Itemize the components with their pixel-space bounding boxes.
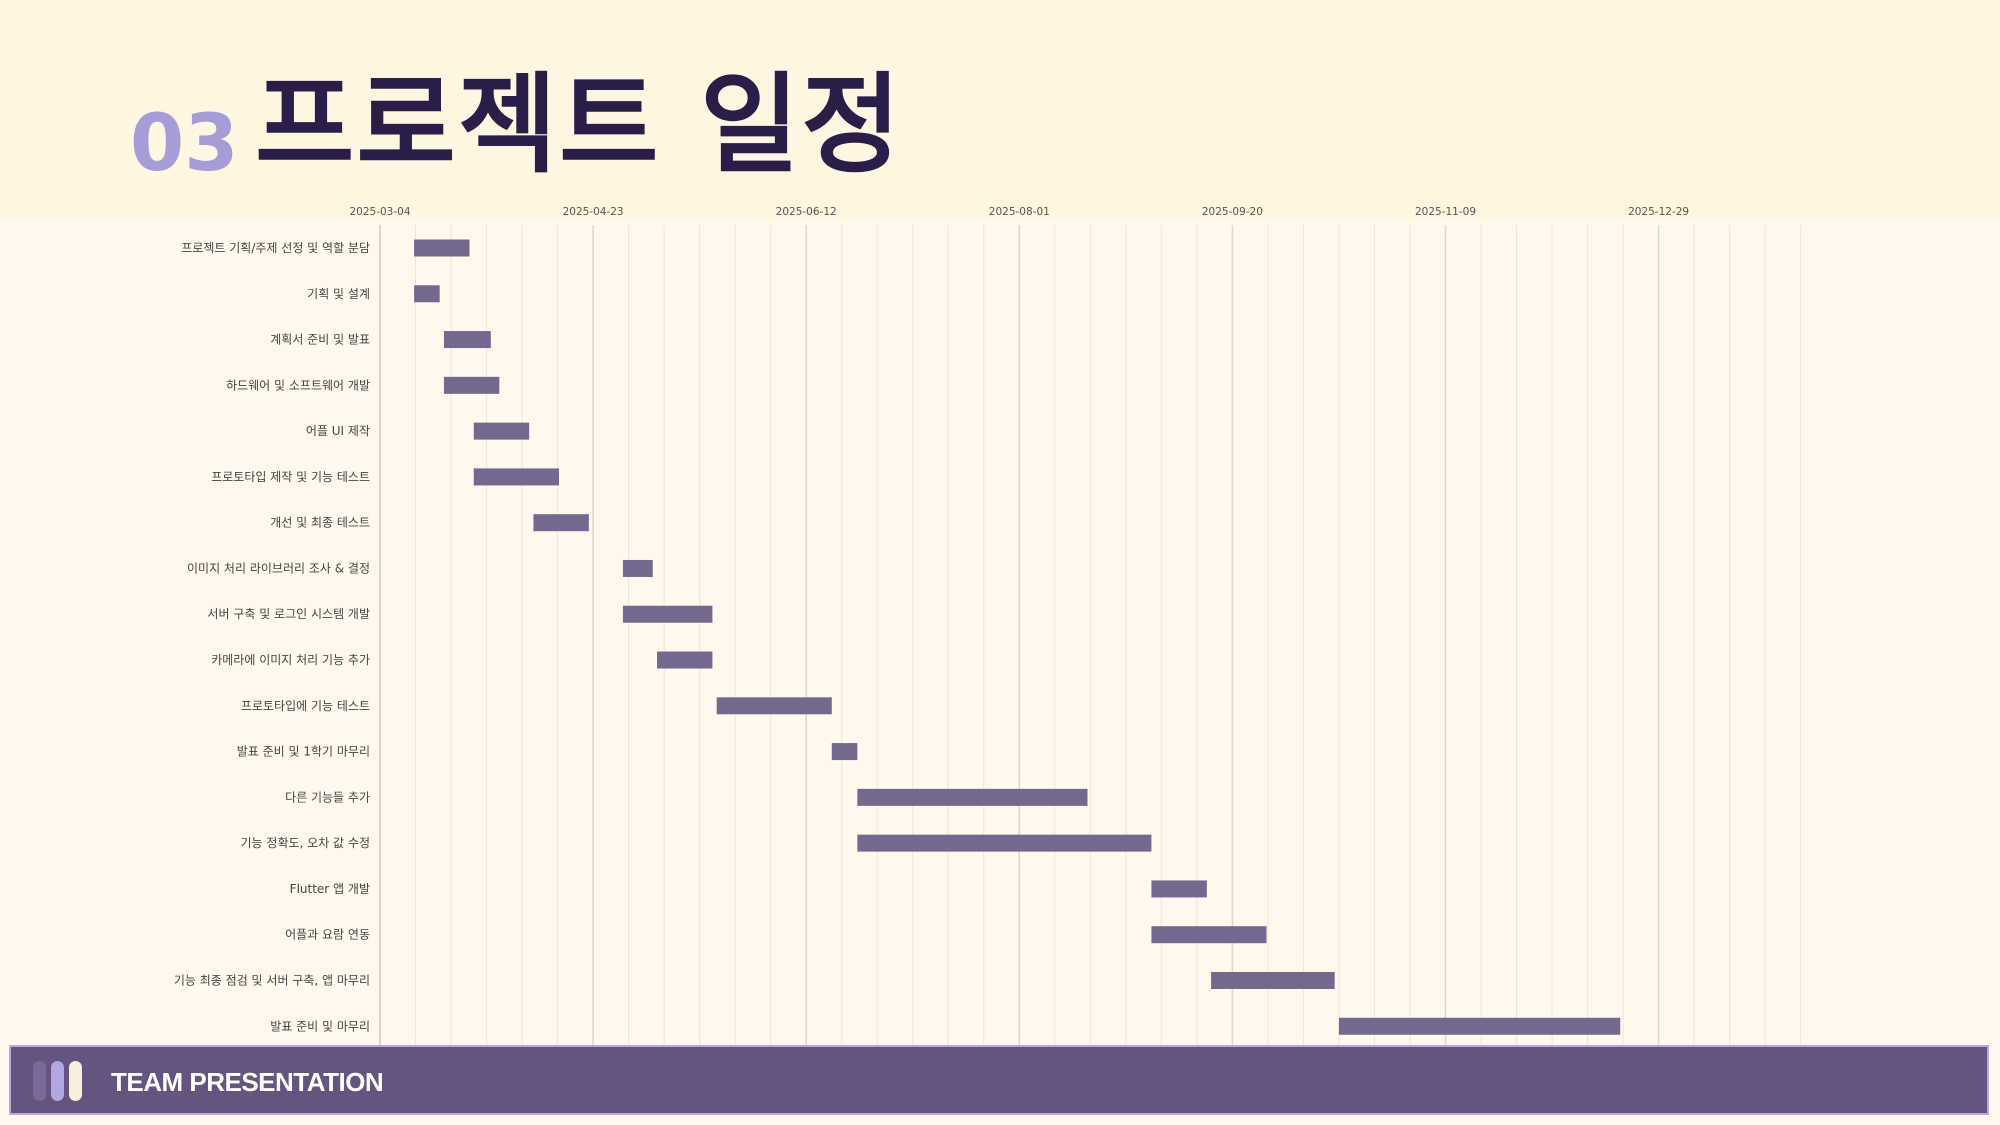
gantt-bar: [533, 514, 589, 532]
x-axis-tick-label: 2025-04-23: [563, 206, 624, 218]
task-label: 다른 기능들 추가: [285, 790, 370, 804]
task-label: 이미지 처리 라이브러리 조사 & 결정: [187, 561, 370, 575]
gantt-bar: [1338, 1017, 1621, 1035]
task-label: 발표 준비 및 1학기 마무리: [237, 745, 370, 759]
gantt-bar: [622, 559, 653, 577]
x-axis-tick-label: 2025-06-12: [776, 206, 837, 218]
footer-pill-decoration: [51, 1061, 64, 1101]
x-axis-tick-label: 2025-11-09: [1415, 206, 1476, 218]
task-label: 발표 준비 및 마무리: [270, 1019, 370, 1033]
gantt-bar: [443, 331, 491, 349]
task-label: 프로젝트 기획/주제 선정 및 역할 분담: [181, 241, 370, 255]
header-band: [0, 0, 2000, 218]
gantt-bar: [831, 743, 858, 761]
footer-pill-decoration: [33, 1061, 46, 1101]
gantt-bar: [1211, 971, 1335, 989]
gantt-bar: [716, 697, 832, 715]
gantt-bar: [443, 376, 500, 394]
task-label: 기능 정확도, 오차 값 수정: [241, 836, 370, 850]
task-label: 하드웨어 및 소프트웨어 개발: [226, 378, 370, 392]
gantt-bar: [657, 651, 713, 669]
gantt-bar: [473, 468, 560, 486]
task-label: 개선 및 최종 테스트: [270, 516, 370, 530]
section-number: 03: [130, 99, 239, 189]
task-label: 어플과 요람 연동: [285, 928, 370, 942]
gantt-bar: [414, 239, 470, 257]
footer-label: TEAM PRESENTATION: [111, 1067, 384, 1097]
x-axis-tick-label: 2025-08-01: [989, 206, 1050, 218]
task-label: 기획 및 설계: [307, 287, 370, 301]
gantt-bar: [857, 834, 1152, 852]
task-label: 계획서 준비 및 발표: [270, 333, 370, 347]
task-label: Flutter 앱 개발: [290, 882, 370, 896]
task-label: 기능 최종 점검 및 서버 구축, 앱 마무리: [174, 973, 370, 987]
x-axis-tick-label: 2025-12-29: [1628, 206, 1689, 218]
gantt-bar: [473, 422, 530, 440]
task-label: 서버 구축 및 로그인 시스템 개발: [207, 607, 370, 621]
footer-bar: TEAM PRESENTATION: [9, 1045, 1989, 1115]
task-label: 프로토타입 제작 및 기능 테스트: [211, 470, 370, 484]
x-axis-tick-label: 2025-03-04: [349, 206, 410, 218]
x-axis-tick-label: 2025-09-20: [1202, 206, 1263, 218]
task-label: 프로토타입에 기능 테스트: [241, 699, 370, 713]
gantt-bar: [1151, 880, 1207, 898]
page-title: 프로젝트 일정: [255, 63, 903, 188]
gantt-bar: [857, 788, 1088, 806]
task-label: 어플 UI 제작: [306, 424, 370, 438]
footer-pill-decoration: [69, 1061, 82, 1101]
task-label: 카메라에 이미지 처리 기능 추가: [211, 653, 370, 667]
gantt-bar: [1151, 926, 1267, 944]
gantt-bar: [622, 605, 713, 623]
gantt-bar: [414, 285, 440, 303]
